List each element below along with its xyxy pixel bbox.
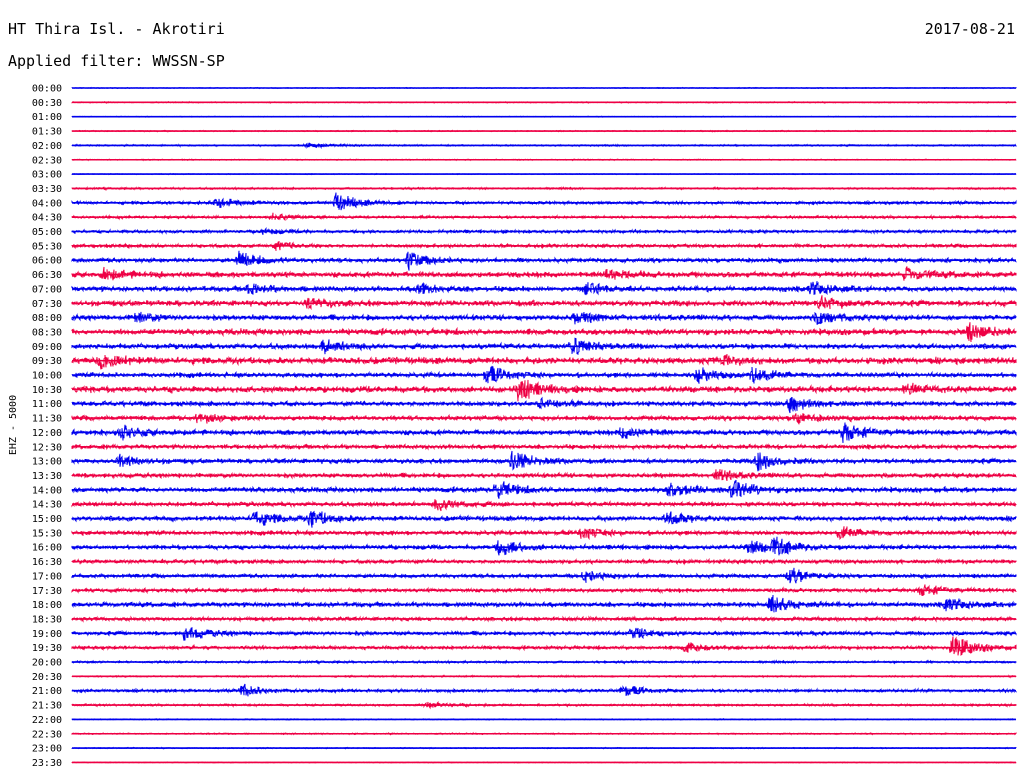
- trace-line: [71, 396, 1017, 414]
- row-time-label: 17:30: [32, 586, 62, 597]
- row-time-label: 20:30: [32, 672, 62, 683]
- row-time-label: 08:30: [32, 327, 62, 338]
- row-time-label: 03:00: [32, 170, 62, 181]
- trace-line: [71, 499, 1017, 512]
- row-time-label: 07:00: [32, 284, 62, 295]
- row-time-label: 01:00: [32, 112, 62, 123]
- filter-label: Applied filter: WWSSN-SP: [8, 52, 225, 70]
- row-time-label: 19:00: [32, 629, 62, 640]
- trace-line: [71, 295, 1017, 311]
- trace-line: [71, 212, 1017, 222]
- trace-line: [71, 595, 1017, 613]
- row-time-label: 11:30: [32, 414, 62, 425]
- row-time-label: 01:30: [32, 127, 62, 138]
- row-time-label: 06:30: [32, 270, 62, 281]
- row-time-label: 17:00: [32, 571, 62, 582]
- row-time-label: 18:00: [32, 600, 62, 611]
- row-time-label: 13:00: [32, 457, 62, 468]
- row-time-label: 10:00: [32, 371, 62, 382]
- row-time-label: 08:00: [32, 313, 62, 324]
- row-time-label: 05:30: [32, 241, 62, 252]
- row-time-label: 03:30: [32, 184, 62, 195]
- row-time-label: 07:30: [32, 299, 62, 310]
- row-time-label: 09:30: [32, 356, 62, 367]
- row-time-label: 15:00: [32, 514, 62, 525]
- row-time-label: 14:00: [32, 485, 62, 496]
- row-time-label: 20:00: [32, 658, 62, 669]
- trace-line: [71, 379, 1017, 402]
- row-time-labels: 00:00 00:30 01:00 01:30 02:00 02:30 03:00 03:30…: [32, 84, 62, 769]
- row-time-label: 00:00: [32, 84, 62, 95]
- trace-line: [71, 266, 1017, 281]
- row-time-label: 02:00: [32, 141, 62, 152]
- row-time-label: 09:00: [32, 342, 62, 353]
- trace-line: [71, 636, 1017, 656]
- row-time-label: 04:00: [32, 198, 62, 209]
- row-time-label: 16:30: [32, 557, 62, 568]
- row-time-label: 16:00: [32, 543, 62, 554]
- row-time-label: 21:30: [32, 701, 62, 712]
- trace-line: [71, 627, 1017, 641]
- trace-line: [71, 510, 1017, 528]
- trace-line: [71, 526, 1017, 541]
- row-time-label: 13:30: [32, 471, 62, 482]
- y-axis-label: EHZ - 5000: [8, 395, 19, 455]
- row-time-label: 14:30: [32, 500, 62, 511]
- row-time-label: 12:30: [32, 442, 62, 453]
- row-time-label: 04:30: [32, 213, 62, 224]
- trace-line: [71, 192, 1017, 211]
- row-time-label: 06:00: [32, 256, 62, 267]
- seismic-traces: [71, 86, 1017, 764]
- trace-line: [71, 281, 1017, 296]
- row-time-label: 22:00: [32, 715, 62, 726]
- row-time-label: 00:30: [32, 98, 62, 109]
- row-time-label: 02:30: [32, 155, 62, 166]
- row-time-label: 23:00: [32, 744, 62, 755]
- row-time-label: 18:30: [32, 614, 62, 625]
- trace-line: [71, 536, 1017, 556]
- row-time-label: 21:00: [32, 686, 62, 697]
- row-time-label: 05:00: [32, 227, 62, 238]
- station-title: HT Thira Isl. - Akrotiri: [8, 20, 225, 38]
- plot-date: 2017-08-21: [924, 20, 1015, 38]
- row-time-label: 22:30: [32, 729, 62, 740]
- row-time-label: 19:30: [32, 643, 62, 654]
- row-time-label: 10:30: [32, 385, 62, 396]
- trace-line: [71, 354, 1017, 370]
- row-time-label: 15:30: [32, 528, 62, 539]
- trace-line: [71, 450, 1017, 472]
- row-time-label: 23:30: [32, 758, 62, 769]
- row-time-label: 11:00: [32, 399, 62, 410]
- row-time-label: 12:00: [32, 428, 62, 439]
